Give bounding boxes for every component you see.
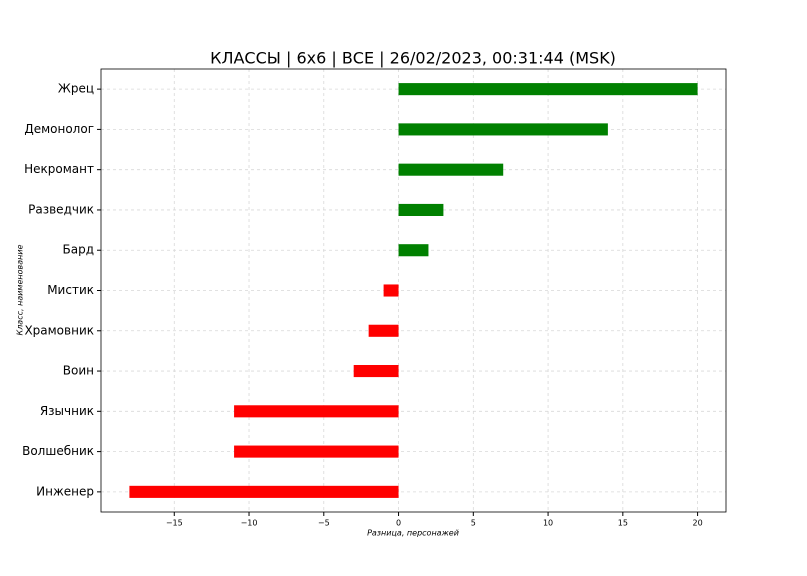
bar — [234, 445, 399, 458]
bar — [398, 203, 444, 216]
bar — [398, 244, 429, 257]
x-tick-label: −15 — [166, 519, 183, 528]
y-tick-label: Жрец — [58, 82, 94, 96]
y-tick-label: Некромант — [24, 162, 94, 176]
y-tick-label: Бард — [63, 243, 95, 257]
y-tick-label: Инженер — [36, 484, 94, 498]
bar — [234, 405, 399, 418]
y-tick-label: Мистик — [47, 283, 94, 297]
x-tick-label: −5 — [318, 519, 330, 528]
y-tick-label: Волшебник — [22, 444, 94, 458]
bar — [368, 324, 399, 337]
x-axis-label: Разница, персонажей — [367, 529, 459, 538]
bar — [129, 485, 399, 498]
x-tick-label: 15 — [618, 519, 628, 528]
bar — [383, 284, 399, 297]
x-tick-label: 20 — [692, 519, 702, 528]
bar — [398, 163, 504, 176]
y-axis-label: Класс, наименование — [16, 244, 25, 335]
chart-title: КЛАССЫ | 6x6 | ВСЕ | 26/02/2023, 00:31:4… — [210, 49, 616, 68]
y-tick-label: Разведчик — [28, 202, 94, 216]
x-tick-label: 5 — [471, 519, 476, 528]
x-tick-label: 0 — [396, 519, 401, 528]
bar — [398, 83, 698, 96]
y-tick-label: Храмовник — [24, 323, 94, 337]
plot-frame — [100, 68, 727, 513]
x-tick-label: 10 — [543, 519, 553, 528]
y-tick-label: Демонолог — [24, 122, 94, 136]
y-tick-label: Воин — [63, 364, 94, 378]
bar — [353, 365, 399, 378]
x-tick-label: −10 — [241, 519, 258, 528]
y-tick-label: Язычник — [40, 404, 94, 418]
bar — [398, 123, 608, 136]
